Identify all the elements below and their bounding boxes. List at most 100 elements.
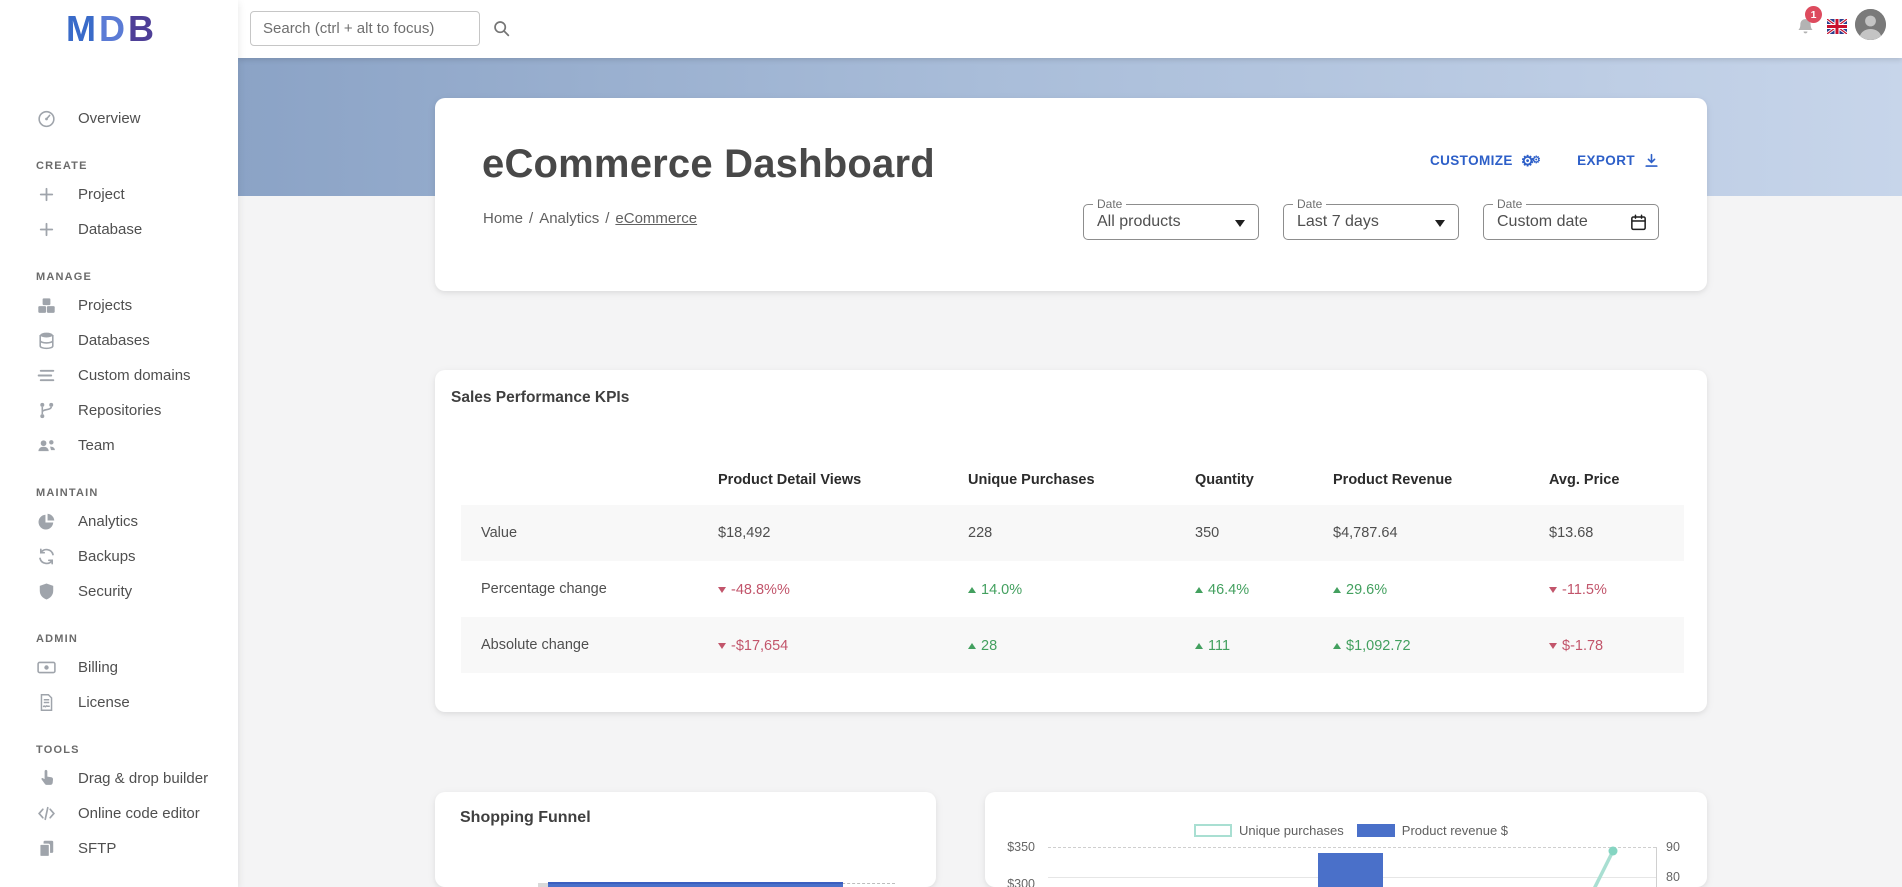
sidebar-section-label-tools: TOOLS <box>36 744 80 756</box>
kpi-cell: $18,492 <box>718 525 771 541</box>
customize-button[interactable]: CUSTOMIZE ⚙⚙ <box>1430 153 1541 169</box>
sidebar-section-label-maintain: MAINTAIN <box>36 487 99 499</box>
caret-up-icon <box>1333 642 1341 649</box>
funnel-bar[interactable] <box>548 882 843 887</box>
sidebar-item-project[interactable]: Project <box>0 177 238 212</box>
customize-label: CUSTOMIZE <box>1429 153 1513 168</box>
chevron-down-icon <box>1435 220 1445 227</box>
file-contract-icon <box>36 692 57 713</box>
code-icon <box>36 803 57 824</box>
kpi-table-header-row: Product Detail Views Unique Purchases Quan… <box>461 455 1684 505</box>
sidebar-item-custom-domains[interactable]: Custom domains <box>0 358 238 393</box>
sidebar-item-license[interactable]: License <box>0 685 238 720</box>
kpi-cell: 350 <box>1195 525 1220 541</box>
breadcrumb-home[interactable]: Home <box>483 210 524 227</box>
kpi-cell: 46.4% <box>1195 581 1333 598</box>
sidebar-section-label-manage: MANAGE <box>36 271 93 283</box>
sidebar-item-label: Billing <box>78 659 119 676</box>
shield-icon <box>36 581 57 602</box>
legend-label: Unique purchases <box>1239 823 1344 838</box>
export-button[interactable]: EXPORT <box>1577 152 1660 169</box>
sidebar-item-analytics[interactable]: Analytics <box>0 504 238 539</box>
header-card: eCommerce Dashboard Home / Analytics / eComm… <box>435 98 1707 291</box>
tachometer-icon <box>36 108 57 129</box>
sidebar-item-label: Database <box>78 221 143 238</box>
cubes-icon <box>36 295 57 316</box>
chart-pie-icon <box>36 511 57 532</box>
avatar[interactable] <box>1855 9 1886 40</box>
kpi-cell: -11.5% <box>1549 581 1684 598</box>
breadcrumb-analytics[interactable]: Analytics <box>539 210 600 227</box>
sidebar-item-label: Overview <box>78 110 141 127</box>
sidebar-menu: Overview CREATE Project Database MANAGE Proje… <box>0 58 238 866</box>
plus-icon <box>36 219 57 240</box>
calendar-icon[interactable] <box>1629 213 1648 232</box>
legend-label: Product revenue $ <box>1401 823 1509 838</box>
plus-icon <box>36 184 57 205</box>
sidebar-item-overview[interactable]: Overview <box>0 101 238 136</box>
kpi-column-header: Product Revenue <box>1333 472 1453 488</box>
hand-pointer-icon <box>36 768 57 789</box>
sidebar-item-label: Repositories <box>78 402 162 419</box>
page-title: eCommerce Dashboard <box>482 142 935 186</box>
legend-item-bar[interactable]: Product revenue $ <box>1356 823 1509 838</box>
sidebar-item-label: Custom domains <box>78 367 191 384</box>
filter-value: Last 7 days <box>1297 213 1379 230</box>
sidebar-item-label: Drag & drop builder <box>78 770 209 787</box>
filter-value: Custom date <box>1497 213 1588 230</box>
legend-item-line[interactable]: Unique purchases <box>1194 823 1344 838</box>
kpi-card: Sales Performance KPIs Product Detail Vi… <box>435 370 1707 712</box>
gears-icon: ⚙⚙ <box>1520 152 1542 170</box>
kpi-row-label: Percentage change <box>481 581 607 597</box>
filter-floating-label: Date <box>1093 197 1127 211</box>
sidebar-item-databases[interactable]: Databases <box>0 323 238 358</box>
sidebar-item-label: Databases <box>78 332 150 349</box>
uk-flag-icon[interactable] <box>1826 17 1848 36</box>
search-icon[interactable] <box>492 19 511 38</box>
sidebar-item-security[interactable]: Security <box>0 574 238 609</box>
sidebar-item-label: Backups <box>78 548 136 565</box>
logo-letter-b: B <box>128 8 157 49</box>
search-input[interactable] <box>250 11 480 46</box>
sidebar-item-sftp[interactable]: SFTP <box>0 831 238 866</box>
breadcrumb: Home / Analytics / eCommerce <box>483 210 697 227</box>
sidebar-item-team[interactable]: Team <box>0 428 238 463</box>
sidebar-item-projects[interactable]: Projects <box>0 288 238 323</box>
mdb-logo[interactable]: M D B <box>0 0 238 58</box>
date-picker-custom-date[interactable]: Date Custom date <box>1483 197 1659 240</box>
sidebar-item-billing[interactable]: Billing <box>0 650 238 685</box>
breadcrumb-separator: / <box>529 210 534 227</box>
caret-up-icon <box>1333 586 1341 593</box>
code-branch-icon <box>36 400 57 421</box>
select-all-products[interactable]: Date All products <box>1083 197 1259 240</box>
sidebar-item-online-code-editor[interactable]: Online code editor <box>0 796 238 831</box>
logo-letter-d: D <box>99 8 128 49</box>
caret-up-icon <box>1195 642 1203 649</box>
kpi-cell: $-1.78 <box>1549 637 1684 654</box>
sidebar-item-label: SFTP <box>78 840 117 857</box>
users-icon <box>36 435 57 456</box>
caret-down-icon <box>718 642 726 649</box>
sidebar-section-label-create: CREATE <box>36 160 88 172</box>
sidebar-item-drag-drop-builder[interactable]: Drag & drop builder <box>0 761 238 796</box>
breadcrumb-ecommerce[interactable]: eCommerce <box>615 210 698 227</box>
stream-icon <box>36 365 57 386</box>
funnel-card-title: Shopping Funnel <box>460 809 591 826</box>
sidebar-item-label: Project <box>78 186 125 203</box>
sync-icon <box>36 546 57 567</box>
select-last-7-days[interactable]: Date Last 7 days <box>1283 197 1459 240</box>
sidebar-item-backups[interactable]: Backups <box>0 539 238 574</box>
caret-down-icon <box>1549 642 1557 649</box>
right-axis-tick: 90 <box>1666 840 1680 854</box>
sidebar: M D B Overview CREATE Project Database MANAG… <box>0 0 238 887</box>
sidebar-item-database[interactable]: Database <box>0 212 238 247</box>
kpi-cell: 29.6% <box>1333 581 1549 598</box>
database-icon <box>36 330 57 351</box>
product-revenue-bar[interactable] <box>1318 853 1383 887</box>
chart-right-axis-line <box>1656 847 1657 887</box>
kpi-column-header: Product Detail Views <box>718 472 862 488</box>
sidebar-item-repositories[interactable]: Repositories <box>0 393 238 428</box>
notification-badge[interactable]: 1 <box>1805 6 1822 23</box>
funnel-track-start <box>538 883 548 887</box>
kpi-cell: 28 <box>968 637 1195 654</box>
